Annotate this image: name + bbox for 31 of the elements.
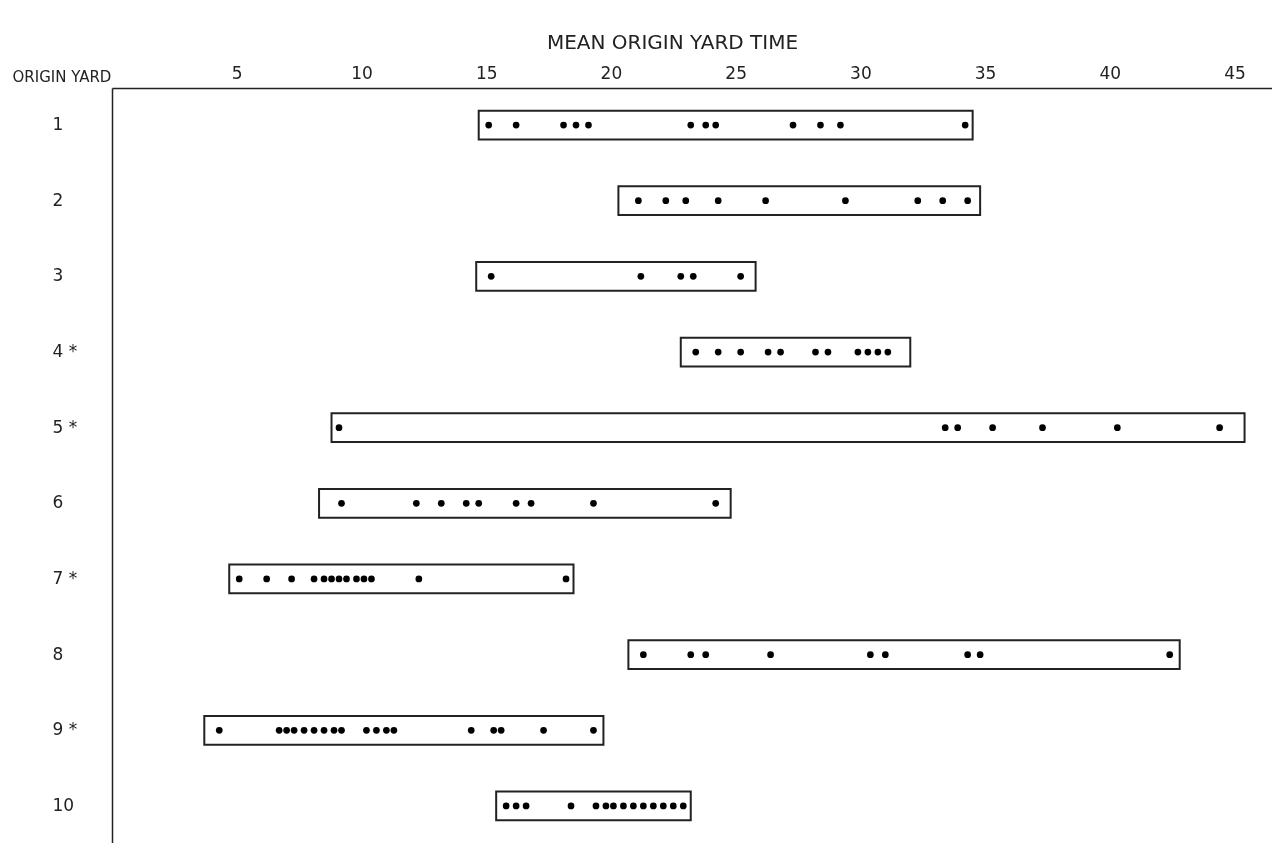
- x-tick-label: 15: [475, 62, 498, 83]
- y-tick-label: 8: [52, 643, 64, 664]
- y-tick-label: 6: [52, 492, 64, 513]
- y-tick-label: 4 *: [52, 341, 78, 362]
- bar: [627, 639, 1181, 670]
- y-tick-label: 7 *: [52, 567, 78, 588]
- bar: [318, 487, 732, 519]
- x-tick-label: 10: [351, 62, 373, 83]
- bar: [495, 790, 692, 822]
- y-tick-label: 2: [52, 189, 64, 210]
- y-tick-label: 9 *: [52, 719, 78, 740]
- x-axis-title: MEAN ORIGIN YARD TIME: [546, 29, 799, 54]
- x-tick-label: 45: [1224, 62, 1246, 83]
- x-tick-label: 20: [600, 62, 623, 83]
- y-tick-label: 10: [52, 794, 75, 815]
- y-tick-label: 1: [52, 114, 64, 135]
- bar: [679, 336, 912, 368]
- x-tick-label: 35: [974, 62, 997, 83]
- bar: [203, 714, 605, 746]
- y-axis-title: ORIGIN YARD: [12, 67, 112, 86]
- x-tick-label: 5: [231, 62, 243, 83]
- bar: [617, 185, 982, 217]
- y-tick-label: 3: [52, 265, 64, 286]
- x-tick-label: 25: [725, 62, 747, 83]
- x-tick-label: 30: [850, 62, 872, 83]
- bar: [477, 109, 974, 141]
- y-tick-label: 5 *: [52, 416, 78, 437]
- bar: [330, 412, 1246, 444]
- bar: [228, 563, 575, 595]
- x-tick-label: 40: [1099, 62, 1122, 83]
- bar: [475, 261, 757, 292]
